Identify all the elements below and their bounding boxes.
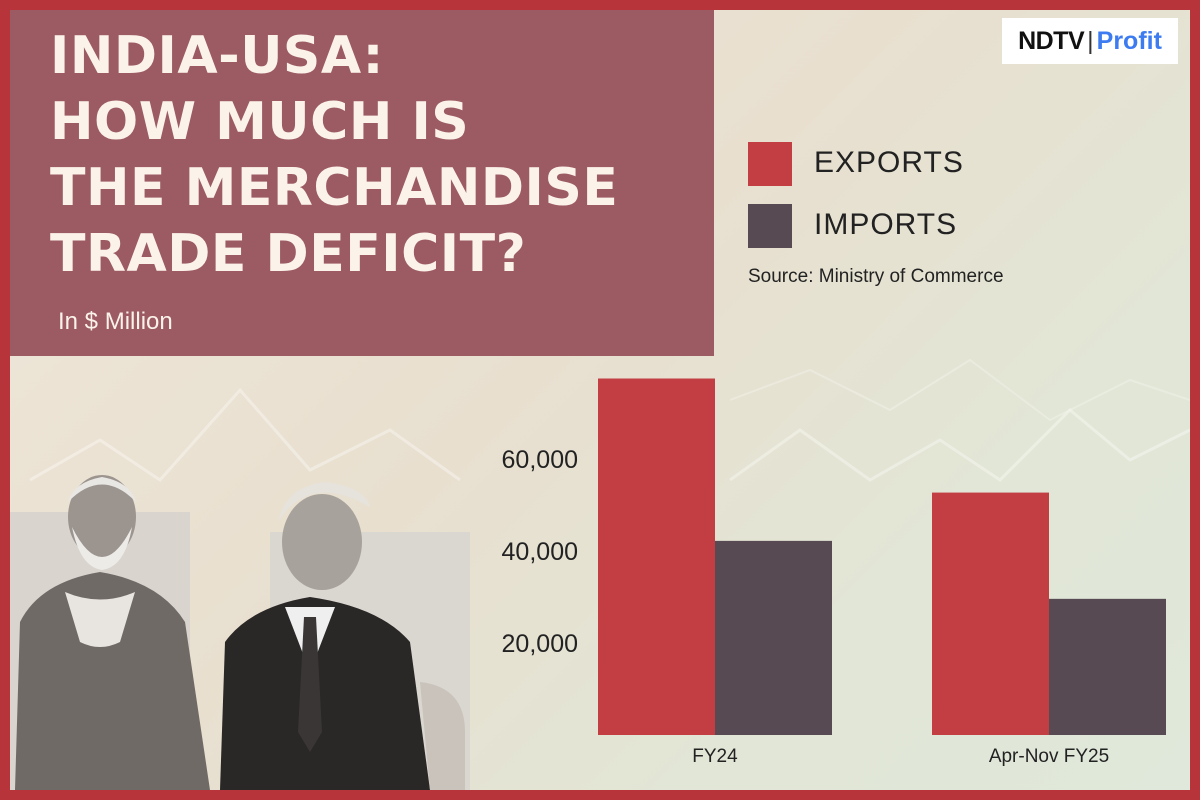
logo-ndtv-text: NDTV [1018, 26, 1085, 55]
bar-imports-1 [715, 540, 832, 735]
logo-profit-text: Profit [1096, 26, 1162, 55]
legend-swatch-exports [748, 142, 792, 186]
legend-swatch-imports [748, 204, 792, 248]
x-category-label: FY24 [692, 746, 738, 767]
legend-label-imports: IMPORTS [814, 208, 958, 241]
title-panel: INDIA-USA: HOW MUCH IS THE MERCHANDISE T… [10, 10, 714, 356]
logo-divider: | [1087, 26, 1094, 55]
headline-line-4: TRADE DEFICIT? [50, 224, 527, 284]
headline-line-2: HOW MUCH IS [50, 92, 470, 152]
unit-label: In $ Million [58, 308, 173, 335]
y-tick-label: 40,000 [502, 538, 578, 566]
x-category-label: Apr-Nov FY25 [989, 746, 1109, 767]
source-note: Source: Ministry of Commerce [748, 266, 1004, 287]
leaders-photo [10, 475, 470, 790]
bar-exports-1 [598, 378, 715, 735]
ndtv-profit-logo: NDTV | Profit [1002, 18, 1178, 64]
bar-imports-2 [1049, 598, 1166, 735]
y-tick-label: 20,000 [502, 630, 578, 658]
background-line-pattern [29, 358, 1190, 482]
headline-line-1: INDIA-USA: [50, 26, 384, 86]
legend-label-exports: EXPORTS [814, 146, 964, 179]
bar-exports-2 [932, 492, 1049, 735]
headline-line-3: THE MERCHANDISE [50, 158, 619, 218]
trade-bar-chart: 20,000 40,000 60,000 FY24 Apr-Nov FY25 [502, 378, 1166, 767]
y-tick-label: 60,000 [502, 446, 578, 474]
